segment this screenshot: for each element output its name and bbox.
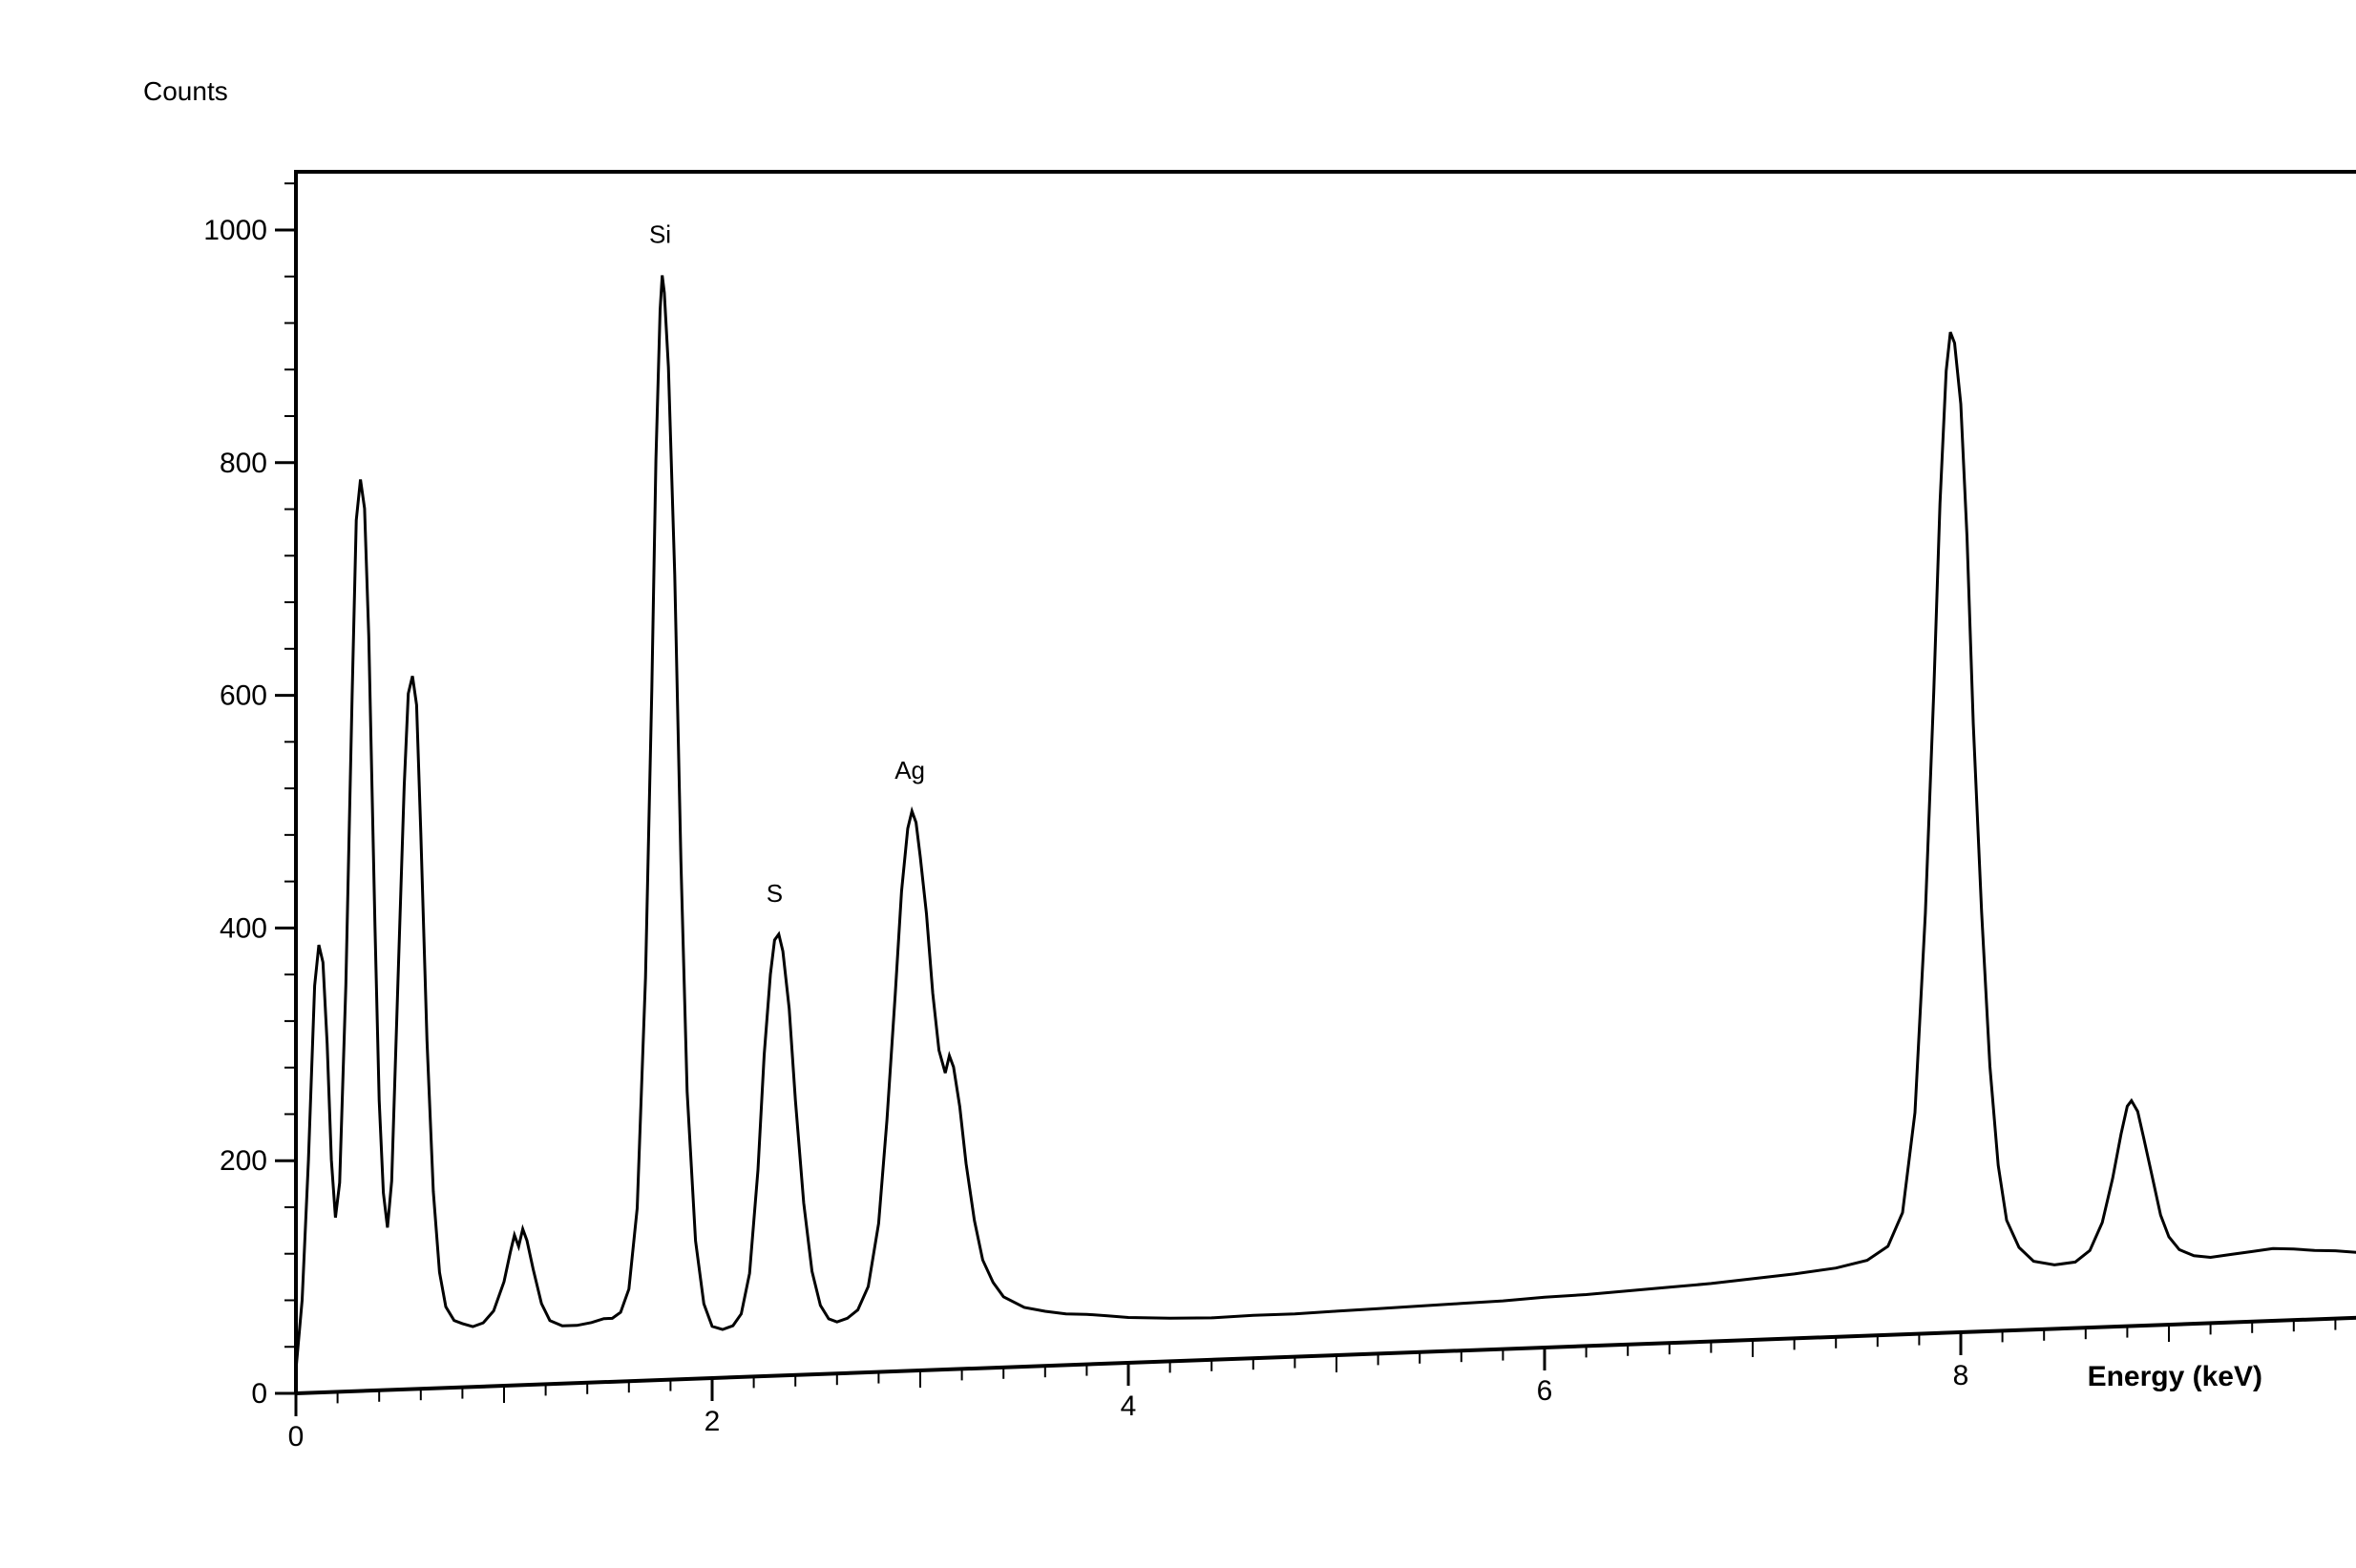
eds-spectrum-chart: Counts Energy (keV) 02004006008001000024… [95,48,2291,1432]
svg-text:Ag: Ag [894,756,925,784]
svg-text:600: 600 [220,680,267,712]
svg-text:Si: Si [649,220,671,248]
svg-text:2: 2 [705,1406,721,1437]
svg-text:200: 200 [220,1145,267,1177]
svg-text:4: 4 [1121,1390,1137,1422]
svg-text:6: 6 [1537,1375,1553,1407]
svg-text:1000: 1000 [203,215,267,246]
svg-text:800: 800 [220,448,267,479]
svg-text:8: 8 [1953,1360,1969,1391]
svg-text:S: S [767,879,783,908]
svg-text:400: 400 [220,912,267,944]
svg-text:0: 0 [251,1378,267,1410]
spectrum-svg: 020040060080010000246810SiSAg [95,48,2356,1568]
svg-text:0: 0 [288,1421,305,1453]
